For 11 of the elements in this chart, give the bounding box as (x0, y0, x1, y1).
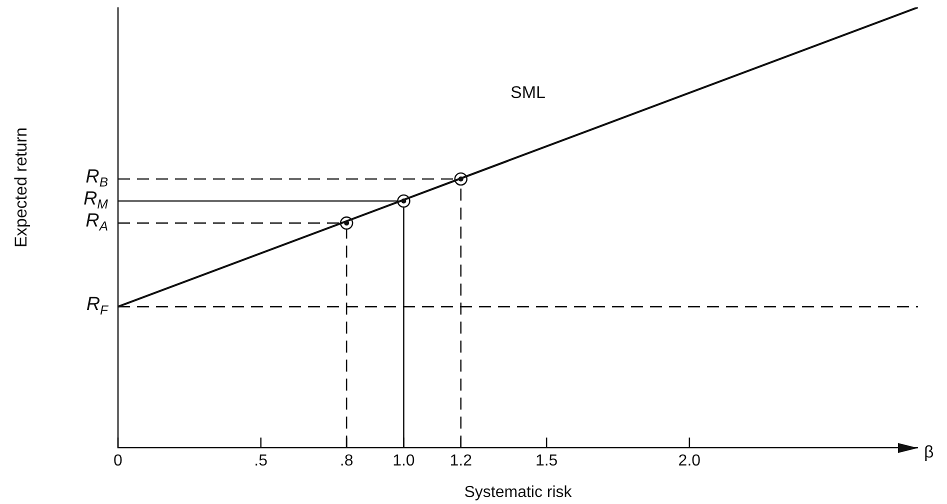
text: β (924, 442, 934, 462)
x-tick-label: 1.2 (450, 452, 472, 470)
y-axis-title: Expected return (12, 127, 31, 248)
x-tick-label: 1.0 (392, 452, 415, 470)
x-tick-label: 1.5 (535, 452, 558, 470)
x-tick-label: .8 (340, 452, 354, 470)
x-tick-label: 0 (114, 452, 123, 470)
x-tick-label: .5 (254, 452, 268, 470)
x-tick-label: 2.0 (678, 452, 701, 470)
x-axis-title: Systematic risk (464, 484, 573, 501)
text: SML (510, 83, 546, 102)
